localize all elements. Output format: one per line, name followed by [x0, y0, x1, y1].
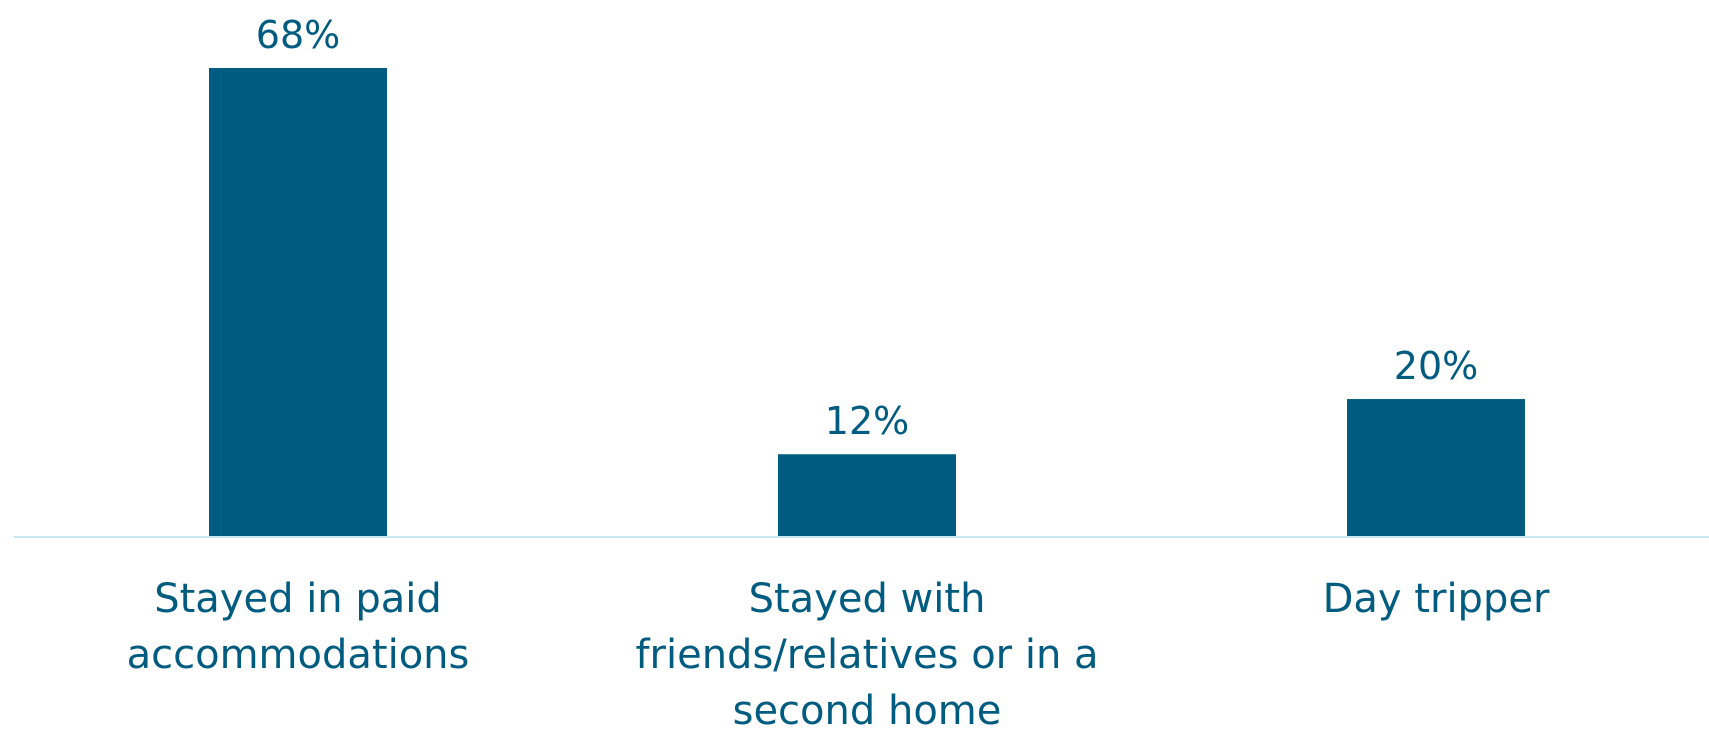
- category-label-1: Stayed in paid accommodations: [127, 576, 470, 678]
- category-label-2: Stayed with friends/relatives or in a seco…: [635, 576, 1098, 732]
- data-label-3: 20%: [1394, 344, 1478, 388]
- data-label-2: 12%: [825, 399, 909, 443]
- bars-group: [209, 68, 1525, 537]
- bar-1: [209, 68, 387, 537]
- category-label-3-line-1: Day tripper: [1323, 576, 1550, 622]
- bar-2: [778, 454, 956, 537]
- category-label-2-line-3: second home: [733, 688, 1002, 732]
- category-labels-group: Stayed in paid accommodations Stayed with f…: [127, 576, 1550, 732]
- value-labels-group: 68% 12% 20%: [256, 13, 1478, 443]
- data-label-1: 68%: [256, 13, 340, 57]
- category-label-2-line-1: Stayed with: [749, 576, 986, 622]
- category-label-3: Day tripper: [1323, 576, 1550, 622]
- category-label-1-line-1: Stayed in paid: [154, 576, 442, 622]
- bar-3: [1347, 399, 1525, 537]
- category-label-1-line-2: accommodations: [127, 632, 470, 678]
- category-label-2-line-2: friends/relatives or in a: [635, 632, 1098, 678]
